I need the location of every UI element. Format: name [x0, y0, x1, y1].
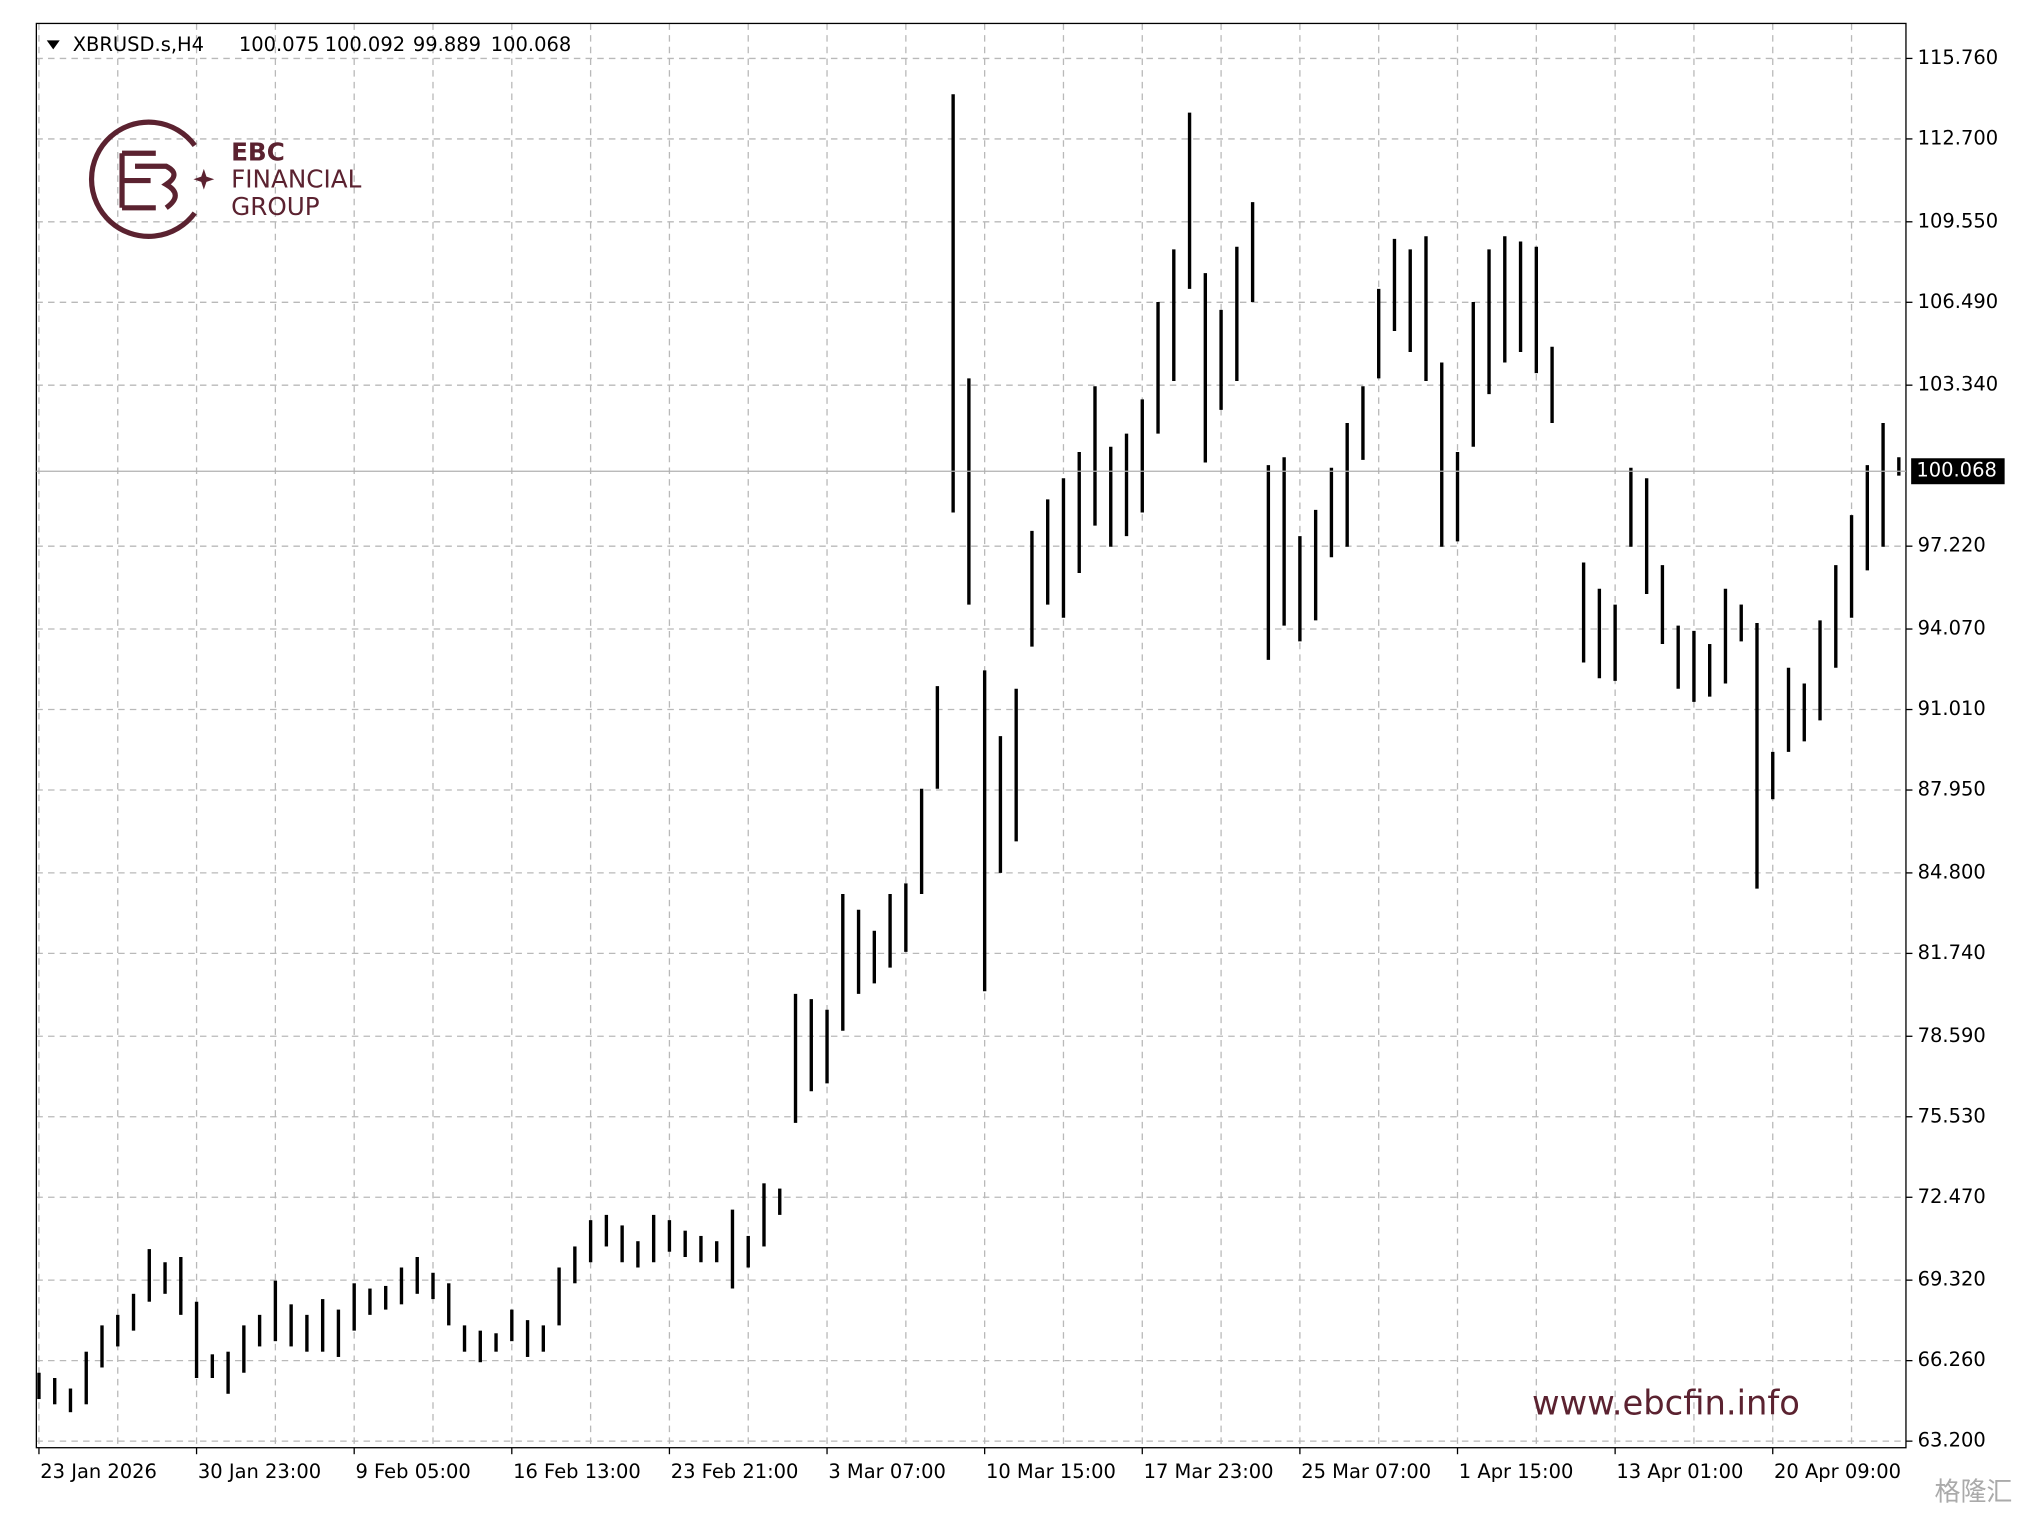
current-price-label: 100.068: [1916, 459, 1997, 482]
y-tick-label: 69.320: [1918, 1268, 1986, 1291]
ohlc-high: 100.092: [325, 33, 406, 56]
x-tick-label: 30 Jan 23:00: [198, 1460, 321, 1483]
x-tick-label: 23 Feb 21:00: [671, 1460, 799, 1483]
y-tick-label: 112.700: [1918, 126, 1999, 149]
y-tick-label: 78.590: [1918, 1024, 1986, 1047]
y-tick-label: 106.490: [1918, 290, 1999, 313]
x-tick-label: 1 Apr 15:00: [1459, 1460, 1574, 1483]
watermark: www.ebcfin.info: [1532, 1383, 1800, 1422]
logo-ring: [88, 119, 197, 239]
brand-name: EBC: [231, 137, 285, 166]
x-tick-label: 3 Mar 07:00: [828, 1460, 946, 1483]
y-tick-label: 91.010: [1918, 697, 1986, 720]
y-tick-label: 84.800: [1918, 860, 1986, 883]
ohlc-low: 99.889: [413, 33, 481, 56]
logo-star: [193, 168, 215, 190]
y-tick-label: 63.200: [1918, 1429, 1986, 1452]
x-tick-label: 25 Mar 07:00: [1301, 1460, 1431, 1483]
symbol: XBRUSD.s,H4: [73, 33, 204, 56]
x-tick-label: 16 Feb 13:00: [513, 1460, 641, 1483]
y-tick-label: 81.740: [1918, 941, 1986, 964]
logo: EBC FINANCIAL GROUP: [88, 119, 362, 239]
plot-frame: [35, 22, 1907, 1449]
brand-line: FINANCIAL: [231, 165, 362, 194]
x-tick-label: 23 Jan 2026: [40, 1460, 157, 1483]
y-tick-label: 97.220: [1918, 534, 1986, 557]
y-tick-label: 109.550: [1918, 209, 1999, 232]
x-tick-label: 9 Feb 05:00: [355, 1460, 470, 1483]
y-tick-label: 115.760: [1918, 46, 1999, 69]
ohlc-close: 100.068: [491, 33, 572, 56]
x-tick-label: 20 Apr 09:00: [1774, 1460, 1901, 1483]
y-tick-label: 103.340: [1918, 373, 1999, 396]
current-price-box: [1911, 458, 2005, 485]
logo-mark: [119, 150, 178, 211]
y-tick-label: 94.070: [1918, 617, 1986, 640]
y-tick-label: 75.530: [1918, 1104, 1986, 1127]
x-tick-label: 13 Apr 01:00: [1616, 1460, 1743, 1483]
y-tick-label: 72.470: [1918, 1185, 1986, 1208]
x-tick-label: 10 Mar 15:00: [986, 1460, 1116, 1483]
x-tick-label: 17 Mar 23:00: [1144, 1460, 1274, 1483]
brand-line: GROUP: [231, 192, 320, 221]
dropdown-icon: [46, 40, 60, 50]
ohlc-open: 100.075: [239, 33, 320, 56]
y-tick-label: 66.260: [1918, 1348, 1986, 1371]
y-tick-label: 87.950: [1918, 778, 1986, 801]
source-mark: 格隆汇: [1935, 1478, 2013, 1508]
grid: [36, 23, 1906, 1448]
